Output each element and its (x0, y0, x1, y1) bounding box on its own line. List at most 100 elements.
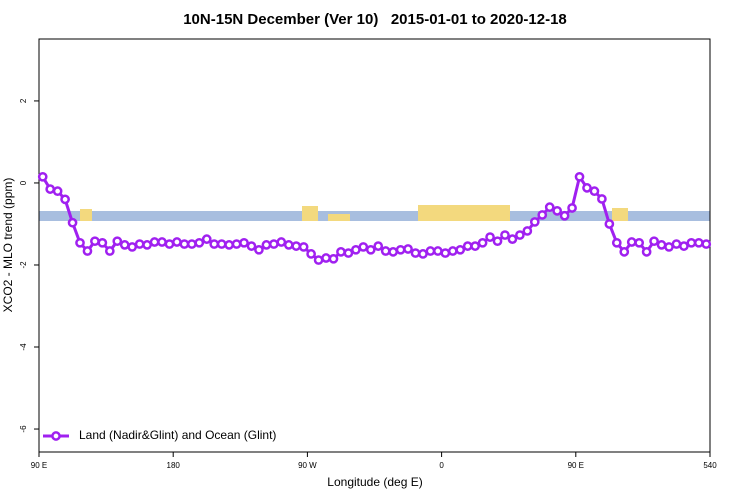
y-tick-label: 2 (19, 98, 28, 103)
data-point (149, 237, 160, 247)
data-point (671, 239, 682, 249)
data-point (388, 247, 398, 257)
land-patch (328, 214, 350, 221)
land-ocean-strip (39, 205, 710, 221)
data-point (142, 240, 152, 250)
data-point (60, 194, 70, 205)
data-point (522, 226, 533, 236)
data-point (515, 230, 525, 240)
data-point (492, 236, 503, 247)
data-point (440, 248, 451, 258)
data-point (172, 237, 182, 247)
data-point (701, 239, 712, 249)
data-point (559, 210, 570, 221)
data-point (529, 217, 540, 227)
data-point (67, 217, 78, 228)
y-tick-label: -4 (19, 343, 28, 351)
x-tick-label: 90 E (31, 461, 47, 470)
data-point (686, 237, 697, 248)
data-point (343, 248, 354, 258)
data-point (537, 210, 548, 220)
data-point (582, 183, 592, 193)
data-point (179, 239, 190, 249)
data-point (380, 246, 391, 256)
data-point (611, 237, 622, 248)
data-point (276, 237, 287, 247)
data-point (186, 239, 197, 249)
data-point (306, 249, 316, 259)
data-point (589, 186, 600, 197)
data-point (418, 249, 428, 259)
x-axis-label: Longitude (deg E) (327, 475, 422, 489)
data-point (395, 244, 406, 255)
data-point (75, 237, 85, 248)
y-tick-label: 0 (19, 180, 28, 185)
data-point (373, 241, 384, 251)
data-point (246, 241, 257, 251)
data-point (52, 186, 63, 197)
data-point (641, 247, 652, 257)
x-tick-label: 540 (703, 461, 717, 470)
data-point (134, 239, 145, 249)
land-patch (418, 205, 510, 221)
x-tick-label: 0 (439, 461, 444, 470)
data-point (693, 237, 704, 248)
data-point (283, 240, 294, 250)
legend-marker (51, 431, 61, 441)
data-point (201, 234, 212, 244)
data-point (544, 202, 555, 213)
data-point (336, 247, 346, 257)
data-point (119, 240, 130, 250)
chart-title: 10N-15N December (Ver 10) 2015-01-01 to … (183, 11, 567, 28)
data-point (500, 230, 510, 240)
data-point (365, 244, 376, 255)
y-tick-label: -6 (19, 425, 28, 433)
data-point (433, 246, 443, 256)
data-point (656, 240, 667, 250)
data-point (97, 237, 108, 248)
x-tick-label: 90 W (298, 461, 317, 470)
data-point (104, 246, 115, 256)
data-point (447, 246, 458, 256)
data-point (664, 242, 674, 252)
data-point (164, 239, 175, 249)
data-point (37, 171, 48, 182)
data-point (485, 232, 495, 242)
data-point (209, 239, 220, 249)
data-point (261, 240, 272, 250)
data-point (269, 239, 279, 249)
data-point (552, 205, 563, 216)
legend-label: Land (Nadir&Glint) and Ocean (Glint) (79, 428, 276, 442)
ocean-band (39, 211, 710, 221)
data-point (194, 237, 205, 248)
data-point (313, 255, 324, 265)
land-patch (80, 209, 92, 221)
data-point (239, 237, 249, 248)
data-point (597, 194, 607, 204)
data-point (477, 237, 488, 248)
land-patch (612, 208, 628, 221)
data-point (112, 236, 123, 247)
data-point (462, 241, 473, 251)
data-point (604, 219, 615, 229)
data-point (216, 239, 227, 249)
data-point (619, 247, 630, 257)
y-tick-label: -2 (19, 261, 28, 269)
data-point (470, 241, 480, 251)
data-point (298, 242, 309, 252)
data-point (626, 237, 637, 247)
land-patch (302, 206, 318, 221)
data-point (82, 246, 93, 256)
data-point (649, 236, 659, 247)
data-point (455, 244, 466, 255)
data-point (328, 253, 339, 264)
data-point (425, 246, 436, 256)
data-point (127, 242, 138, 252)
x-tick-label: 180 (167, 461, 181, 470)
data-point (321, 253, 331, 263)
data-point (291, 241, 302, 251)
data-point (574, 171, 585, 182)
data-point (679, 241, 689, 251)
